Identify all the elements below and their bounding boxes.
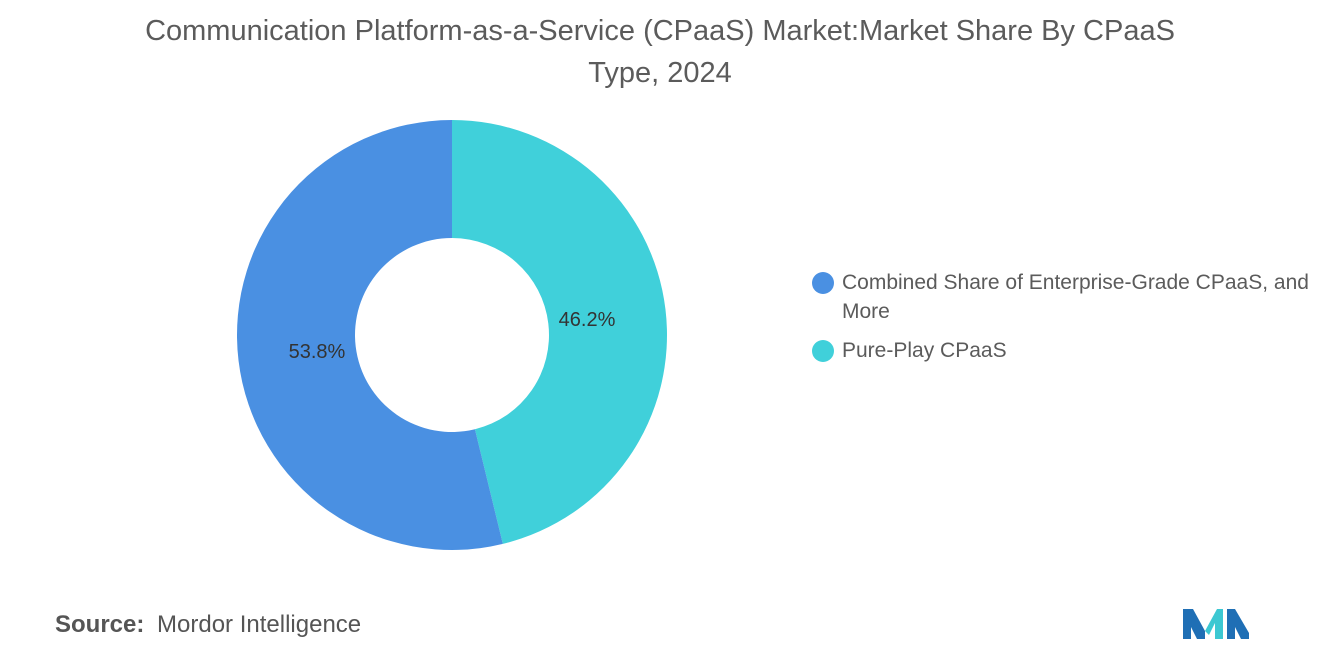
data-label-pure-play: 46.2% [559,309,616,331]
source-line: Source: Mordor Intelligence [55,611,361,639]
legend-swatch-pure-play [812,340,834,362]
chart-title: Communication Platform-as-a-Service (CPa… [145,15,1175,89]
chart-legend: Combined Share of Enterprise-Grade CPaaS… [812,268,1312,375]
legend-item-enterprise-grade: Combined Share of Enterprise-Grade CPaaS… [812,268,1312,326]
mordor-intelligence-logo-icon [1183,609,1249,639]
slice-pure-play [452,120,667,544]
data-label-enterprise-grade: 53.8% [289,341,346,363]
source-label: Source: [55,611,145,638]
source-value: Mordor Intelligence [157,611,362,638]
legend-label-pure-play: Pure-Play CPaaS [842,339,1007,362]
slice-enterprise-grade [237,120,503,550]
legend-swatch-enterprise-grade [812,272,834,294]
legend-item-pure-play: Pure-Play CPaaS [812,336,1312,365]
legend-label-enterprise-grade: Combined Share of Enterprise-Grade CPaaS… [842,271,1309,323]
